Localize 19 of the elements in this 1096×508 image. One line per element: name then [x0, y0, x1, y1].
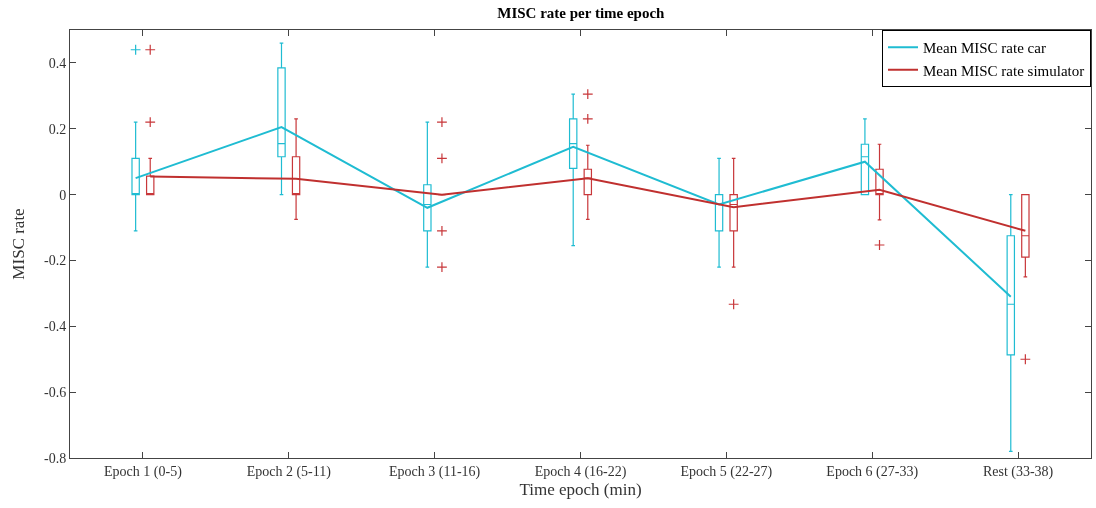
y-tick-label: 0.2 — [48, 121, 67, 137]
legend-label: Mean MISC rate simulator — [923, 62, 1085, 79]
chart-title: MISC rate per time epoch — [497, 5, 666, 22]
y-tick-label: 0.4 — [48, 55, 67, 71]
y-tick-label: -0.6 — [44, 385, 67, 401]
y-axis-title: MISC rate — [8, 208, 28, 280]
x-tick-label: Rest (33-38) — [982, 463, 1054, 480]
x-tick-label: Epoch 2 (5-11) — [246, 463, 332, 480]
x-tick-label: Epoch 5 (22-27) — [680, 463, 773, 480]
x-tick-label: Epoch 4 (16-22) — [534, 463, 627, 480]
y-tick-label: 0 — [59, 187, 67, 203]
legend-label: Mean MISC rate car — [923, 40, 1046, 57]
x-tick-label: Epoch 3 (11-16) — [389, 463, 481, 480]
x-tick-label: Epoch 1 (0-5) — [104, 463, 183, 480]
y-tick-label: -0.8 — [44, 450, 67, 466]
x-axis-title: Time epoch (min) — [519, 479, 642, 499]
y-tick-label: -0.4 — [44, 319, 67, 335]
x-tick-label: Epoch 6 (27-33) — [826, 463, 919, 480]
y-tick-label: -0.2 — [44, 253, 67, 269]
